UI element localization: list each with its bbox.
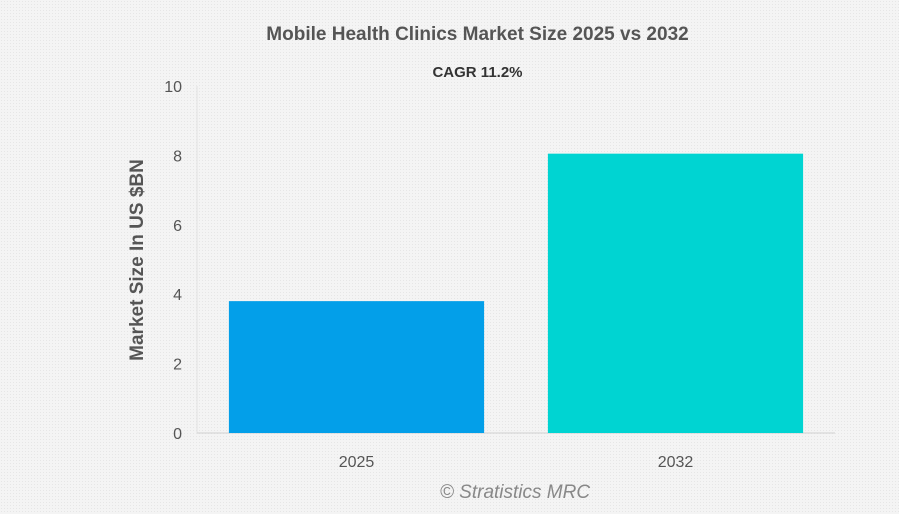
chart-title: Mobile Health Clinics Market Size 2025 v… bbox=[266, 24, 689, 45]
bar-2025 bbox=[228, 301, 485, 433]
y-tick-label: 6 bbox=[173, 218, 182, 235]
x-tick-label-2032: 2032 bbox=[658, 454, 694, 471]
y-ticks: 0 2 4 6 8 10 bbox=[164, 79, 182, 443]
bars bbox=[228, 153, 804, 434]
source-credit: © Stratistics MRC bbox=[439, 482, 591, 503]
y-tick-label: 2 bbox=[173, 357, 182, 374]
y-tick-label: 10 bbox=[164, 79, 182, 96]
x-tick-label-2025: 2025 bbox=[339, 454, 375, 471]
y-tick-label: 0 bbox=[173, 426, 182, 443]
y-tick-label: 4 bbox=[173, 287, 182, 304]
y-tick-label: 8 bbox=[173, 148, 182, 165]
x-ticks: 2025 2032 bbox=[339, 454, 694, 471]
bar-2032 bbox=[547, 153, 804, 434]
chart-subtitle: CAGR 11.2% bbox=[432, 64, 523, 81]
